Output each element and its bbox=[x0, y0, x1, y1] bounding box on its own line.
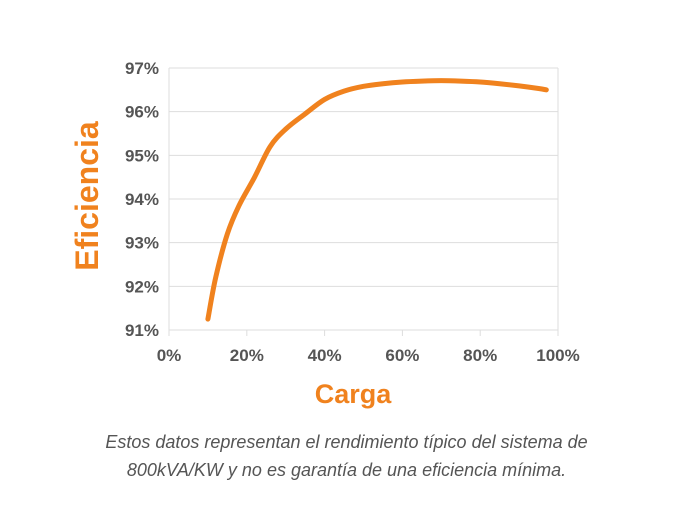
grid-lines bbox=[168, 67, 559, 336]
y-tick-label: 94% bbox=[125, 190, 159, 209]
x-tick-label: 60% bbox=[385, 346, 419, 365]
x-axis-title: Carga bbox=[315, 379, 393, 409]
caption-line-1: Estos datos representan el rendimiento t… bbox=[105, 432, 588, 452]
y-tick-label: 96% bbox=[125, 103, 159, 122]
y-tick-label: 92% bbox=[125, 277, 159, 296]
x-axis-ticks: 0% 20% 40% 60% 80% 100% bbox=[157, 346, 580, 365]
x-tick-label: 20% bbox=[230, 346, 264, 365]
efficiency-series-line bbox=[205, 78, 549, 322]
y-tick-label: 95% bbox=[125, 146, 159, 165]
y-tick-label: 91% bbox=[125, 321, 159, 340]
x-tick-label: 40% bbox=[308, 346, 342, 365]
y-axis-title: Eficiencia bbox=[69, 121, 105, 271]
y-tick-label: 93% bbox=[125, 234, 159, 253]
x-tick-label: 80% bbox=[463, 346, 497, 365]
disclaimer-caption: Estos datos representan el rendimiento t… bbox=[40, 428, 653, 484]
series-group bbox=[205, 78, 549, 322]
efficiency-chart: 97% 96% 95% 94% 93% 92% 91% 0% 20% 40% 60% 80% 100%… bbox=[69, 59, 580, 409]
y-tick-label: 97% bbox=[125, 59, 159, 78]
x-tick-label: 0% bbox=[157, 346, 182, 365]
y-axis-ticks: 97% 96% 95% 94% 93% 92% 91% bbox=[125, 59, 159, 340]
caption-line-2: 800kVA/KW y no es garantía de una eficie… bbox=[126, 460, 567, 480]
x-tick-label: 100% bbox=[536, 346, 579, 365]
